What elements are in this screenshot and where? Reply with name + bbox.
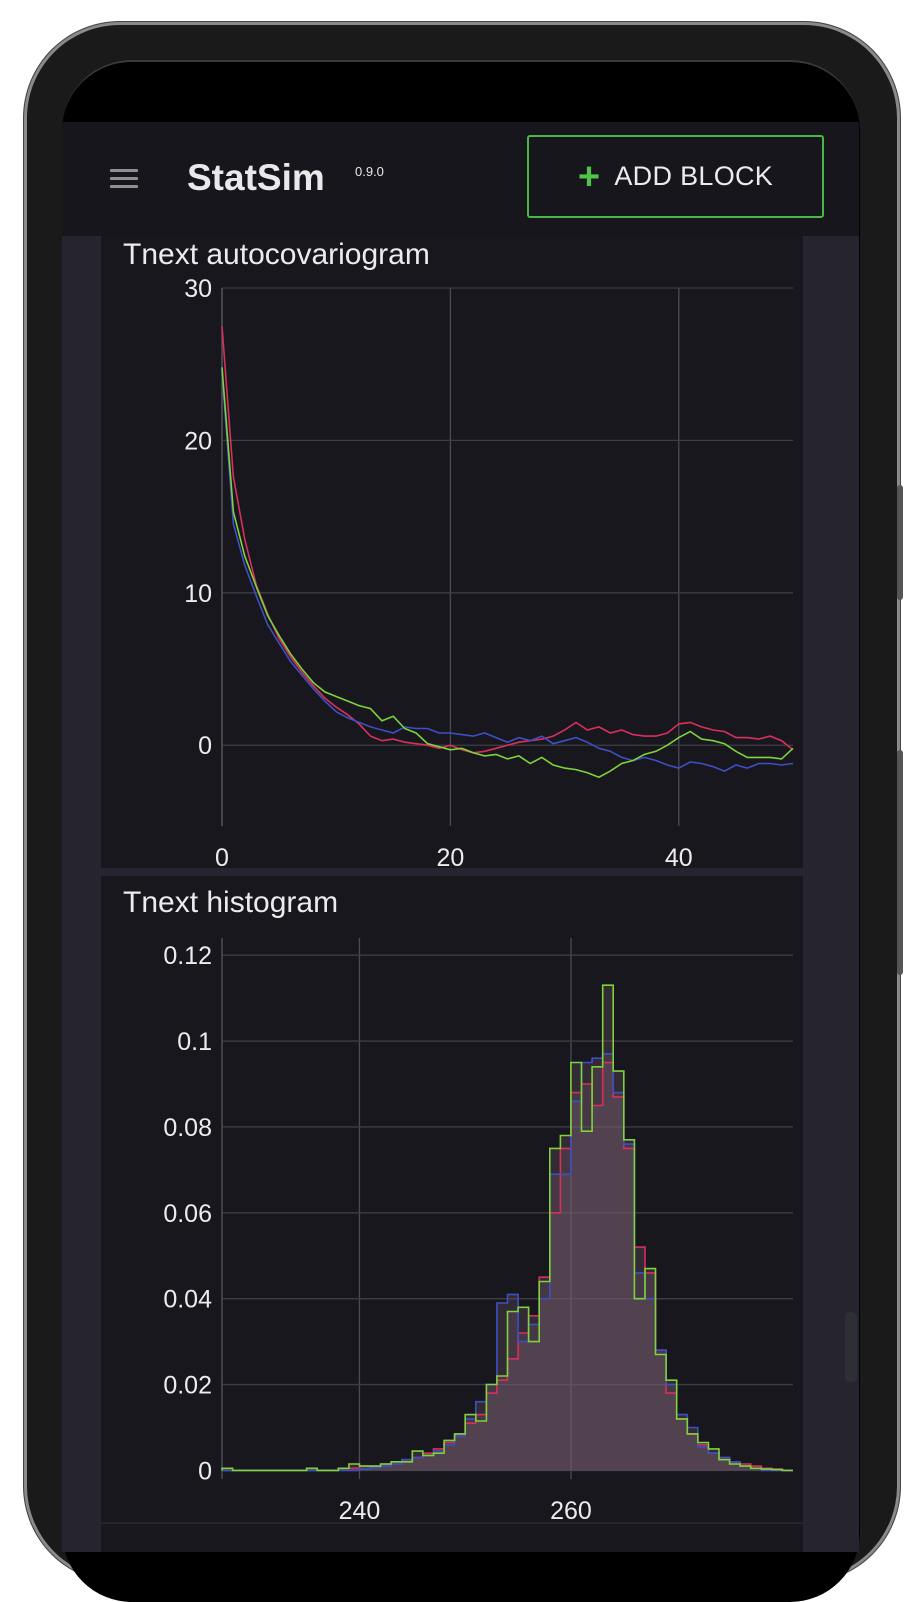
plus-icon: +	[577, 155, 601, 198]
x-tick-label: 240	[339, 1497, 381, 1522]
autocovariogram-chart: 0 20 40 0 10 20 30	[184, 275, 794, 868]
y-tick-label: 0.06	[163, 1200, 212, 1228]
histogram-chart: 240 260 0 0.02 0.04 0.06 0.08 0.1 0.12	[163, 938, 793, 1522]
volume-button	[897, 485, 903, 600]
autocovariogram-card: Tnext autocovariogram 0 20 40 0 10 20 30	[101, 236, 803, 868]
x-tick-label: 260	[550, 1497, 592, 1522]
y-tick-label: 0.12	[163, 942, 212, 970]
app-version: 0.9.0	[355, 164, 384, 179]
add-block-label: ADD BLOCK	[614, 161, 774, 191]
histogram-fill	[222, 985, 793, 1471]
y-tick-label: 0	[198, 732, 212, 760]
series-line	[221, 326, 794, 754]
chart-title: Tnext autocovariogram	[123, 238, 430, 271]
series-line	[221, 371, 794, 772]
x-tick-label: 0	[215, 844, 229, 868]
chart-title: Tnext histogram	[123, 886, 339, 919]
next-card	[101, 1524, 803, 1552]
app-screen: StatSim 0.9.0 + ADD BLOCK Tnext autocova…	[62, 122, 859, 1552]
scrollbar[interactable]	[845, 1312, 857, 1382]
y-tick-label: 0.1	[177, 1028, 212, 1056]
y-tick-label: 0.04	[163, 1286, 212, 1314]
y-tick-label: 20	[184, 427, 212, 455]
add-block-button[interactable]: + ADD BLOCK	[527, 135, 824, 218]
app-title: StatSim	[187, 157, 325, 198]
y-tick-label: 0.08	[163, 1114, 212, 1142]
y-tick-label: 10	[184, 580, 212, 608]
app-header: StatSim 0.9.0 + ADD BLOCK	[62, 122, 859, 236]
y-tick-label: 30	[184, 275, 212, 303]
y-tick-label: 0	[198, 1457, 212, 1485]
power-button	[897, 750, 903, 975]
histogram-card: Tnext histogram 240 260 0 0.02 0.04 0.06 0.08 0…	[101, 876, 803, 1522]
x-tick-label: 40	[665, 844, 693, 868]
histogram-series	[221, 984, 793, 1472]
x-tick-label: 20	[436, 844, 464, 868]
y-tick-label: 0.02	[163, 1372, 212, 1400]
menu-icon[interactable]	[110, 169, 138, 189]
histogram-fill	[222, 1062, 793, 1471]
series-line	[221, 367, 794, 779]
histogram-fill	[222, 1053, 793, 1471]
